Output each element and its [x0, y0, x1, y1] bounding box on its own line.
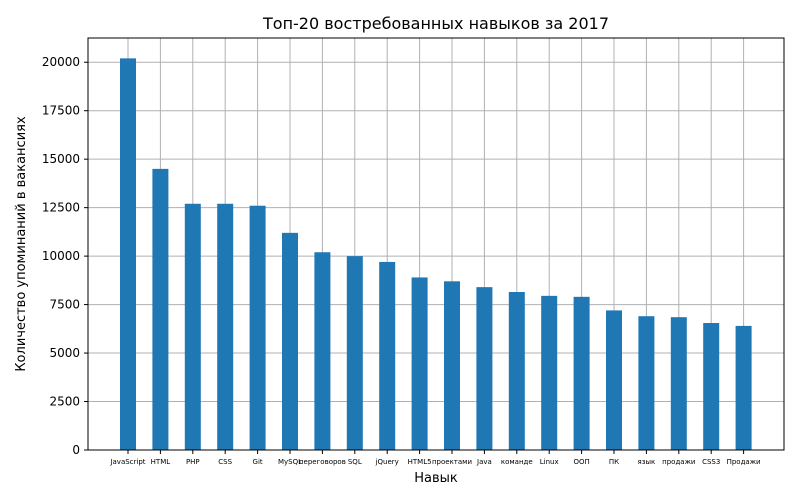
x-tick-label: Java: [476, 458, 492, 466]
bar: [314, 252, 331, 450]
plot-frame: [87, 37, 785, 451]
y-tick-label: 17500: [42, 104, 80, 118]
x-tick-label: продажи: [662, 458, 695, 466]
x-tick-label: CSS3: [702, 458, 720, 466]
bar: [184, 203, 201, 450]
y-tick-label: 5000: [49, 346, 80, 360]
y-tick-label: 0: [72, 443, 80, 457]
x-tick-label: переговоров: [299, 458, 346, 466]
x-tick-label: команде: [501, 458, 533, 466]
y-tick-label: 2500: [49, 395, 80, 409]
x-tick-label: проектами: [432, 458, 472, 466]
bar: [670, 317, 687, 450]
bar: [444, 281, 460, 450]
x-tick-label: ПК: [609, 458, 619, 466]
bar: [703, 323, 720, 450]
y-tick-label: 7500: [49, 298, 80, 312]
bar: [217, 203, 234, 450]
bar: [120, 58, 136, 451]
x-tick-label: HTML: [151, 458, 171, 466]
bar: [346, 256, 363, 450]
y-tick-label: 12500: [42, 201, 80, 215]
chart-title: Топ-20 востребованных навыков за 2017: [262, 14, 609, 33]
x-tick-label: CSS: [218, 458, 232, 466]
bar: [411, 277, 428, 450]
x-tick-label: PHP: [186, 458, 200, 466]
bar: [638, 316, 655, 450]
bar: [379, 261, 396, 450]
bar: [573, 296, 590, 450]
bar: [606, 310, 622, 450]
x-tick-label: JavaScript: [109, 458, 145, 466]
x-tick-label: Продажи: [727, 458, 761, 466]
y-tick-label: 10000: [42, 249, 80, 263]
bar: [735, 325, 752, 450]
x-tick-label: jQuery: [375, 458, 399, 466]
y-tick-label: 15000: [42, 152, 80, 166]
x-tick-label: язык: [638, 458, 656, 466]
y-axis-ticks: 0 2500 5000 7500 10000 12500 15000 17500 20000: [42, 55, 88, 457]
x-tick-label: ООП: [573, 458, 589, 466]
bar: [508, 291, 525, 450]
bar: [282, 232, 298, 450]
bar: [541, 295, 558, 450]
x-tick-label: Linux: [540, 458, 559, 466]
x-tick-label: Git: [253, 458, 263, 466]
y-tick-label: 20000: [42, 55, 80, 69]
y-axis-label: Количество упоминаний в вакансиях: [14, 116, 29, 372]
x-tick-label: HTML5: [408, 458, 432, 466]
bar: [249, 205, 266, 450]
bar: [476, 287, 493, 450]
bar: [152, 168, 169, 450]
bars: [120, 58, 752, 451]
x-tick-label: SQL: [348, 458, 362, 466]
x-tick-label: MySQL: [278, 458, 302, 466]
x-axis-label: Навык: [414, 471, 458, 486]
